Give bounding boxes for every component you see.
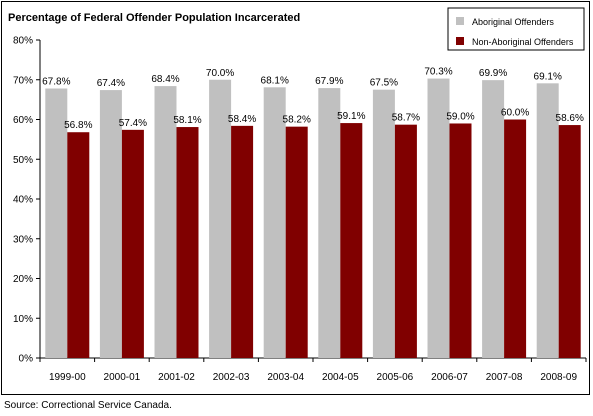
- bar-chart: Percentage of Federal Offender Populatio…: [8, 7, 587, 383]
- data-label-aboriginal: 67.8%: [42, 76, 70, 87]
- y-tick-label: 80%: [13, 36, 33, 47]
- data-label-non-aboriginal: 56.8%: [64, 120, 92, 131]
- bar-aboriginal: [482, 80, 505, 359]
- data-label-aboriginal: 67.4%: [97, 78, 125, 89]
- y-tick-label: 70%: [13, 75, 33, 86]
- chart-frame: [1, 1, 590, 395]
- bar-non-aboriginal: [394, 124, 417, 358]
- legend-swatch-aboriginal: [456, 17, 464, 25]
- legend-swatch-non-aboriginal: [456, 37, 464, 45]
- data-label-non-aboriginal: 60.0%: [501, 108, 529, 119]
- data-label-aboriginal: 67.5%: [370, 78, 398, 89]
- bar-aboriginal: [318, 88, 341, 358]
- legend-box: [447, 7, 585, 51]
- data-label-non-aboriginal: 59.0%: [446, 111, 474, 122]
- bar-aboriginal: [45, 88, 68, 359]
- bar-non-aboriginal: [285, 126, 308, 358]
- data-label-non-aboriginal: 59.1%: [337, 111, 365, 122]
- x-tick-label: 2002-03: [213, 372, 250, 383]
- bar-aboriginal: [263, 87, 286, 359]
- x-tick-label: 2001-02: [158, 372, 195, 383]
- bar-non-aboriginal: [231, 125, 254, 358]
- source-note: Source: Correctional Service Canada.: [4, 400, 172, 411]
- y-tick-label: 30%: [13, 234, 33, 245]
- bar-non-aboriginal: [176, 127, 199, 359]
- data-label-aboriginal: 69.9%: [479, 68, 507, 79]
- bar-non-aboriginal: [340, 123, 363, 358]
- bar-non-aboriginal: [67, 132, 90, 358]
- y-tick-label: 60%: [13, 115, 33, 126]
- x-tick-label: 1999-00: [49, 372, 86, 383]
- data-label-aboriginal: 67.9%: [315, 76, 343, 87]
- x-tick-label: 2006-07: [431, 372, 468, 383]
- data-label-aboriginal: 68.4%: [151, 74, 179, 85]
- data-label-non-aboriginal: 58.4%: [228, 114, 256, 125]
- data-label-non-aboriginal: 58.7%: [392, 113, 420, 124]
- data-label-non-aboriginal: 58.2%: [283, 115, 311, 126]
- data-label-non-aboriginal: 58.1%: [173, 115, 201, 126]
- legend-label-aboriginal: Aboriginal Offenders: [472, 17, 554, 27]
- y-tick-label: 40%: [13, 195, 33, 206]
- bar-non-aboriginal: [558, 125, 581, 358]
- y-tick-label: 10%: [13, 314, 33, 325]
- data-label-aboriginal: 70.3%: [424, 67, 452, 78]
- data-label-non-aboriginal: 57.4%: [119, 118, 147, 129]
- bar-aboriginal: [209, 79, 232, 358]
- data-label-aboriginal: 69.1%: [534, 71, 562, 82]
- x-tick-label: 2007-08: [486, 372, 523, 383]
- y-tick-label: 0%: [19, 354, 34, 365]
- bar-non-aboriginal: [121, 129, 144, 358]
- x-tick-label: 2004-05: [322, 372, 359, 383]
- x-tick-label: 2003-04: [267, 372, 304, 383]
- bar-aboriginal: [372, 89, 395, 358]
- bar-aboriginal: [536, 83, 559, 358]
- data-label-aboriginal: 68.1%: [261, 75, 289, 86]
- bar-non-aboriginal: [449, 123, 472, 358]
- data-label-non-aboriginal: 58.6%: [556, 113, 584, 124]
- x-tick-label: 2000-01: [104, 372, 141, 383]
- legend-label-non-aboriginal: Non-Aboriginal Offenders: [472, 37, 574, 47]
- bar-non-aboriginal: [504, 119, 527, 358]
- x-tick-label: 2005-06: [377, 372, 414, 383]
- data-label-aboriginal: 70.0%: [206, 68, 234, 79]
- chart-title: Percentage of Federal Offender Populatio…: [8, 12, 300, 24]
- y-tick-label: 20%: [13, 274, 33, 285]
- bar-aboriginal: [427, 78, 450, 359]
- y-tick-label: 50%: [13, 155, 33, 166]
- bar-aboriginal: [99, 90, 122, 359]
- bar-aboriginal: [154, 86, 177, 359]
- x-tick-label: 2008-09: [540, 372, 577, 383]
